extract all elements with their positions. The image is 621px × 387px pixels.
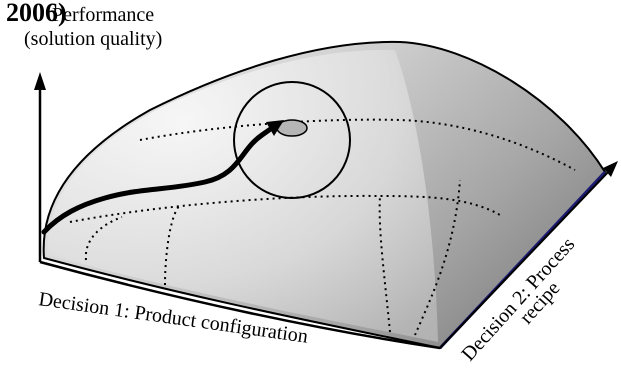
grid-line-mid [69,194,501,223]
overlay-code-text: 2006) [6,0,67,27]
optimum-circle [233,81,351,199]
search-path-arrowhead [266,120,284,136]
grid-line-front-4 [414,179,461,336]
z-axis-line [439,169,611,349]
y-axis-label-line2: (solution quality) [24,28,163,50]
z-axis-arrowhead [603,161,618,177]
search-path [41,125,275,235]
x-axis-baseline [39,260,441,350]
surface-front-sheen [47,49,439,342]
grid-line-front-1 [84,216,123,261]
surface-grid [69,118,576,336]
y-axis-label-line1: Performance [52,4,155,26]
grid-line-ridge [139,118,576,171]
y-axis-arrowhead [34,72,46,90]
